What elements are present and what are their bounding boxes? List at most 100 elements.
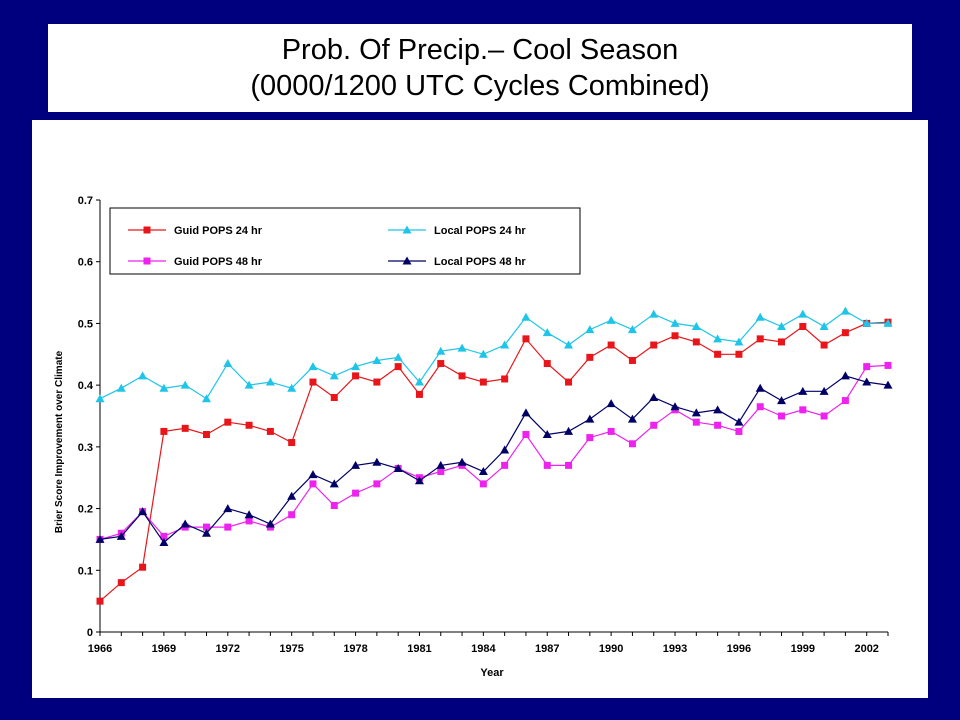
data-point	[713, 405, 723, 414]
data-point	[564, 340, 574, 349]
data-point	[649, 309, 659, 318]
data-point	[564, 426, 574, 435]
data-point	[414, 377, 424, 386]
data-point	[139, 563, 147, 571]
data-point	[628, 356, 636, 364]
slide-title-line-2: (0000/1200 UTC Cycles Combined)	[250, 70, 710, 102]
data-point	[96, 597, 104, 605]
legend-marker	[402, 225, 412, 234]
data-point	[202, 523, 210, 531]
data-point	[393, 463, 403, 472]
data-point	[330, 393, 338, 401]
x-tick-label: 1978	[343, 643, 367, 655]
data-point	[479, 480, 487, 488]
chart-legend: Guid POPS 24 hr Local POPS 24 hr Guid POPS…	[109, 207, 581, 275]
data-point	[201, 394, 211, 403]
data-point	[308, 362, 318, 371]
data-point	[287, 383, 297, 392]
chart-axes: 0 0.1 0.2 0.3 0.4 0.5 0.6 0.7 1966 1969 1972 1975 19…	[78, 195, 889, 655]
legend-marker	[143, 226, 151, 234]
x-tick-label: 2002	[854, 643, 878, 655]
data-point	[373, 480, 381, 488]
data-point	[799, 323, 807, 331]
data-point	[436, 460, 446, 469]
series-line	[99, 310, 888, 400]
data-point	[415, 390, 423, 398]
series-line	[99, 364, 889, 540]
data-point	[329, 479, 339, 488]
data-point	[95, 394, 105, 403]
data-point	[309, 378, 317, 386]
x-axis-label: Year	[480, 667, 504, 679]
data-point	[351, 362, 361, 371]
y-tick-label: 0.1	[78, 565, 93, 577]
data-point	[542, 430, 552, 439]
data-point	[159, 538, 169, 547]
legend-marker	[402, 256, 412, 265]
data-point	[522, 431, 530, 439]
x-tick-label: 1984	[471, 643, 496, 655]
data-point	[586, 434, 594, 442]
y-tick-label: 0.2	[78, 504, 93, 516]
data-point	[478, 467, 488, 476]
data-point	[585, 414, 595, 423]
x-tick-label: 1981	[407, 643, 431, 655]
legend-label: Guid POPS 24 hr	[174, 225, 263, 237]
data-point	[713, 334, 723, 343]
data-point	[799, 406, 807, 414]
data-point	[691, 408, 701, 417]
data-point	[543, 461, 551, 469]
data-point	[607, 427, 615, 435]
data-point	[820, 341, 828, 349]
data-point	[862, 318, 872, 327]
data-point	[201, 528, 211, 537]
data-point	[586, 353, 594, 361]
series-line	[99, 375, 889, 544]
data-point	[585, 325, 595, 334]
data-point	[650, 421, 658, 429]
data-point	[138, 507, 148, 516]
data-point	[160, 532, 168, 540]
slide-title-box: Prob. Of Precip.– Cool Season (0000/1200…	[48, 24, 912, 112]
data-point	[671, 332, 679, 340]
legend-marker	[143, 257, 151, 265]
data-point	[755, 312, 765, 321]
data-point	[500, 340, 510, 349]
data-point	[457, 457, 467, 466]
data-point	[819, 322, 829, 331]
data-point	[565, 461, 573, 469]
data-point	[224, 523, 232, 531]
data-point	[756, 335, 764, 343]
data-point	[245, 517, 253, 525]
y-tick-label: 0.3	[78, 442, 93, 454]
data-point	[819, 386, 829, 395]
data-point	[288, 511, 296, 519]
data-point	[393, 352, 403, 361]
series-1	[96, 318, 892, 605]
data-point	[95, 534, 105, 543]
slide-title-line-1: Prob. Of Precip.– Cool Season	[281, 34, 679, 66]
data-point	[224, 418, 232, 426]
data-point	[691, 322, 701, 331]
x-tick-label: 1990	[599, 643, 623, 655]
series-2	[95, 306, 893, 403]
data-point	[521, 312, 531, 321]
data-point	[223, 504, 233, 513]
data-point	[670, 318, 680, 327]
x-tick-label: 1972	[216, 643, 240, 655]
x-tick-label: 1966	[88, 643, 112, 655]
data-point	[778, 338, 786, 346]
data-point	[543, 360, 551, 368]
data-point	[351, 460, 361, 469]
data-point	[627, 325, 637, 334]
data-point	[863, 363, 871, 371]
data-point	[565, 378, 573, 386]
x-tick-label: 1969	[152, 643, 176, 655]
data-point	[755, 383, 765, 392]
data-point	[840, 371, 850, 380]
data-point	[692, 338, 700, 346]
data-point	[714, 421, 722, 429]
data-point	[138, 371, 148, 380]
data-point	[160, 427, 168, 435]
data-point	[265, 377, 275, 386]
